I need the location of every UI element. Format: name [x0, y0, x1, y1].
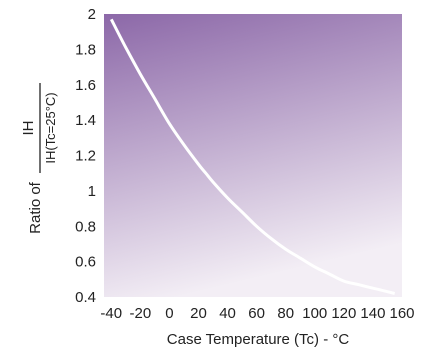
y-tick-label: 1 [88, 183, 96, 200]
x-tick-label: -20 [129, 305, 151, 322]
y-tick-label: 1.8 [75, 41, 96, 58]
x-tick-label: 140 [360, 305, 385, 322]
y-tick-label: 1.2 [75, 148, 96, 165]
y-tick-label: 1.6 [75, 77, 96, 94]
y-axis-label: Ratio of IH IH(Tc=25°C) [20, 83, 58, 234]
ratio-curve-line [109, 18, 396, 295]
x-axis-label: Case Temperature (Tc) - °C [167, 331, 350, 348]
y-axis-label-denominator: IH(Tc=25°C) [43, 92, 58, 163]
x-axis-ticks: -40 -20 0 20 40 60 80 100 120 140 160 [100, 305, 414, 322]
x-tick-label: 160 [389, 305, 414, 322]
x-tick-label: 60 [248, 305, 265, 322]
y-axis-label-numerator: IH [20, 121, 37, 136]
y-axis-label-prefix: Ratio of [27, 181, 44, 234]
x-tick-label: -40 [100, 305, 122, 322]
x-tick-label: 80 [277, 305, 294, 322]
y-tick-label: 0.4 [75, 289, 96, 306]
y-axis-ticks: 0.4 0.6 0.8 1 1.2 1.4 1.6 1.8 2 [75, 6, 96, 306]
x-tick-label: 120 [331, 305, 356, 322]
y-tick-label: 1.4 [75, 112, 96, 129]
x-tick-label: 100 [302, 305, 327, 322]
y-tick-label: 0.8 [75, 218, 96, 235]
x-tick-label: 20 [190, 305, 207, 322]
y-tick-label: 0.6 [75, 254, 96, 271]
x-tick-label: 40 [219, 305, 236, 322]
y-tick-label: 2 [88, 6, 96, 23]
plot-background [104, 14, 402, 297]
x-tick-label: 0 [165, 305, 173, 322]
